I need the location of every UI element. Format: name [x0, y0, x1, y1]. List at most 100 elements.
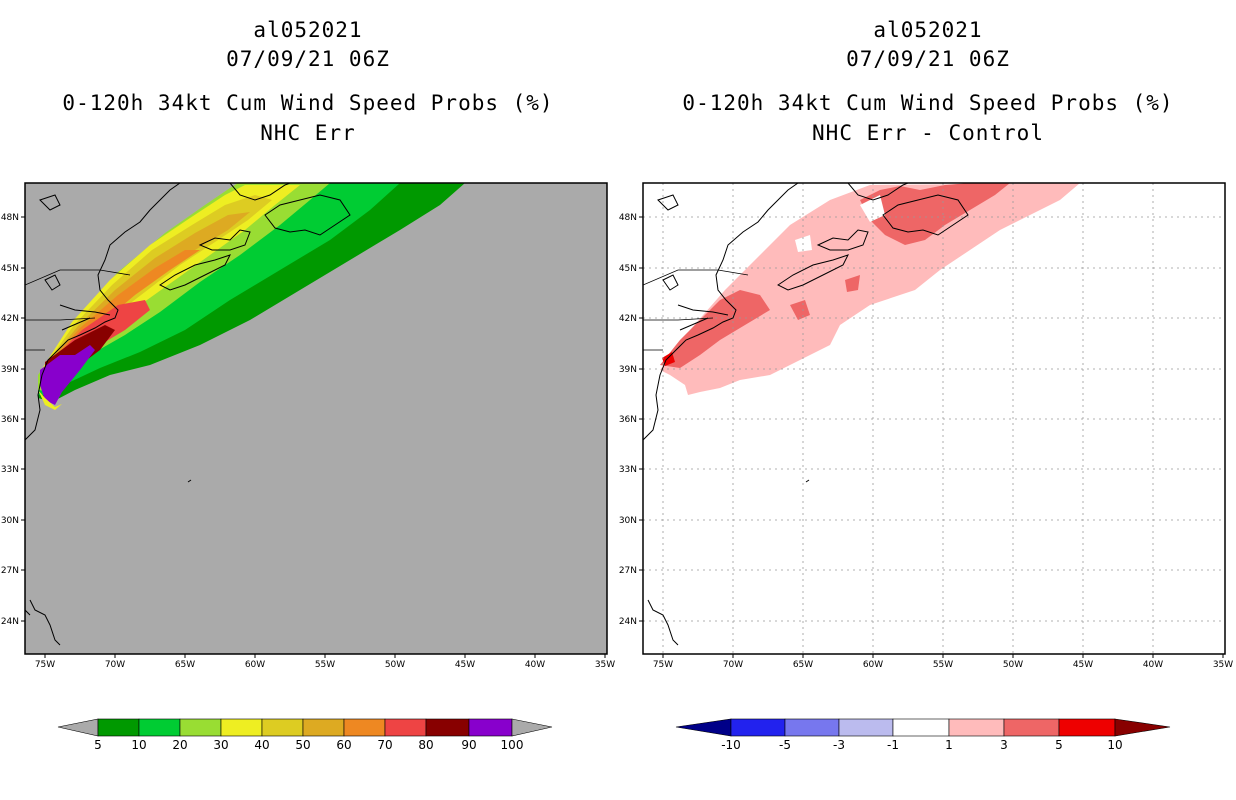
left-colorbar-label: 20: [172, 738, 187, 752]
lat-label: 42N: [1, 314, 19, 324]
right-subtitle: NHC Err - Control: [812, 121, 1044, 145]
lon-label: 70W: [723, 660, 743, 670]
right-grid: [643, 183, 1225, 654]
lat-label: 33N: [1, 465, 19, 475]
left-colorbar-swatch: [179, 718, 222, 737]
prob-edge: [38, 390, 62, 410]
right-colorbar-swatch: [730, 718, 786, 737]
right-colorbar-label: -1: [887, 738, 899, 752]
left-colorbar-swatch: [343, 718, 386, 737]
left-colorbar-high-end: [511, 718, 553, 737]
lon-label: 45W: [455, 660, 475, 670]
right-coastlines: [643, 183, 969, 646]
right-storm-id: al052021: [873, 18, 983, 42]
diff-band-1-3: [660, 183, 1080, 395]
lat-label: 36N: [1, 415, 19, 425]
lat-label: 48N: [619, 213, 637, 223]
right-colorbar-label: -5: [779, 738, 791, 752]
prob-band-30: [40, 185, 300, 388]
lon-label: 70W: [105, 660, 125, 670]
left-colorbar-label: 50: [295, 738, 310, 752]
lat-label: 42N: [619, 314, 637, 324]
lon-label: 55W: [933, 660, 953, 670]
right-title-block: al052021 07/09/21 06Z: [620, 16, 1236, 74]
left-borders: [25, 269, 131, 351]
right-colorbar-label: 3: [1000, 738, 1008, 752]
left-subtitle: NHC Err: [260, 121, 356, 145]
lon-label: 50W: [1003, 660, 1023, 670]
right-colorbar-swatch: [1058, 718, 1116, 737]
left-colorbar-swatch: [220, 718, 263, 737]
lon-label: 75W: [653, 660, 673, 670]
left-title-block: al052021 07/09/21 06Z: [0, 16, 616, 74]
lon-label: 45W: [1073, 660, 1093, 670]
right-title: 0-120h 34kt Cum Wind Speed Probs (%): [682, 91, 1174, 115]
lat-label: 48N: [1, 213, 19, 223]
lat-label: 27N: [619, 566, 637, 576]
lon-label: 60W: [245, 660, 265, 670]
right-colorbar-swatch: [948, 718, 1005, 737]
lat-label: 39N: [619, 365, 637, 375]
lat-label: 24N: [1, 617, 19, 627]
left-colorbar-label: 60: [336, 738, 351, 752]
right-datetime: 07/09/21 06Z: [846, 47, 1010, 71]
left-colorbar-swatch: [384, 718, 427, 737]
left-colorbar-low-end: [57, 718, 99, 737]
prob-band-10: [38, 183, 400, 395]
left-datetime: 07/09/21 06Z: [226, 47, 390, 71]
left-storm-id: al052021: [253, 18, 363, 42]
left-title: 0-120h 34kt Cum Wind Speed Probs (%): [62, 91, 554, 115]
lat-label: 45N: [1, 264, 19, 274]
left-colorbar-label: 10: [131, 738, 146, 752]
right-colorbar-label: 10: [1107, 738, 1122, 752]
lat-label: 30N: [1, 516, 19, 526]
right-colorbar-swatch: [784, 718, 840, 737]
left-colorbar-swatch: [261, 718, 304, 737]
right-borders: [643, 269, 749, 351]
diff-band-neutral: [795, 195, 885, 252]
right-colorbar-label: -3: [833, 738, 845, 752]
lon-label: 35W: [1213, 660, 1233, 670]
lat-label: 45N: [619, 264, 637, 274]
lat-label: 24N: [619, 617, 637, 627]
lat-label: 33N: [619, 465, 637, 475]
left-subtitle-block: 0-120h 34kt Cum Wind Speed Probs (%) NHC…: [0, 88, 616, 148]
right-colorbar-high-end: [1114, 718, 1171, 737]
right-colorbar-low-end: [675, 718, 732, 737]
left-colorbar-swatch: [138, 718, 181, 737]
lon-label: 65W: [793, 660, 813, 670]
left-colorbar-label: 40: [254, 738, 269, 752]
right-colorbar-label: -10: [721, 738, 741, 752]
right-colorbar-label: 1: [945, 738, 953, 752]
left-colorbar-label: 5: [94, 738, 102, 752]
lat-label: 39N: [1, 365, 19, 375]
left-colorbar-swatch: [425, 718, 470, 737]
left-coastlines: [25, 183, 351, 646]
lon-label: 40W: [525, 660, 545, 670]
left-colorbar-swatch: [468, 718, 513, 737]
lon-label: 35W: [595, 660, 615, 670]
left-land: [25, 183, 330, 450]
lat-label: 30N: [619, 516, 637, 526]
right-colorbar-swatch: [838, 718, 894, 737]
prob-band-90-100: [40, 345, 95, 405]
right-colorbar-label: 5: [1055, 738, 1063, 752]
left-colorbar-label: 100: [501, 738, 524, 752]
lon-label: 60W: [863, 660, 883, 670]
left-map: [24, 182, 608, 655]
right-colorbar-swatch: [1003, 718, 1060, 737]
left-colorbar-label: 30: [213, 738, 228, 752]
lat-label: 36N: [619, 415, 637, 425]
left-colorbar-label: 80: [418, 738, 433, 752]
right-colorbar-swatch: [892, 718, 950, 737]
lon-label: 65W: [175, 660, 195, 670]
right-map: [642, 182, 1226, 655]
prob-band-20: [38, 183, 330, 392]
axis-ticks: [21, 216, 1224, 658]
right-subtitle-block: 0-120h 34kt Cum Wind Speed Probs (%) NHC…: [620, 88, 1236, 148]
left-colorbar: 5 10 20 30 40 50 60 70 80 90 100: [57, 718, 553, 752]
lon-label: 50W: [385, 660, 405, 670]
left-colorbar-swatch: [97, 718, 140, 737]
lon-label: 40W: [1143, 660, 1163, 670]
